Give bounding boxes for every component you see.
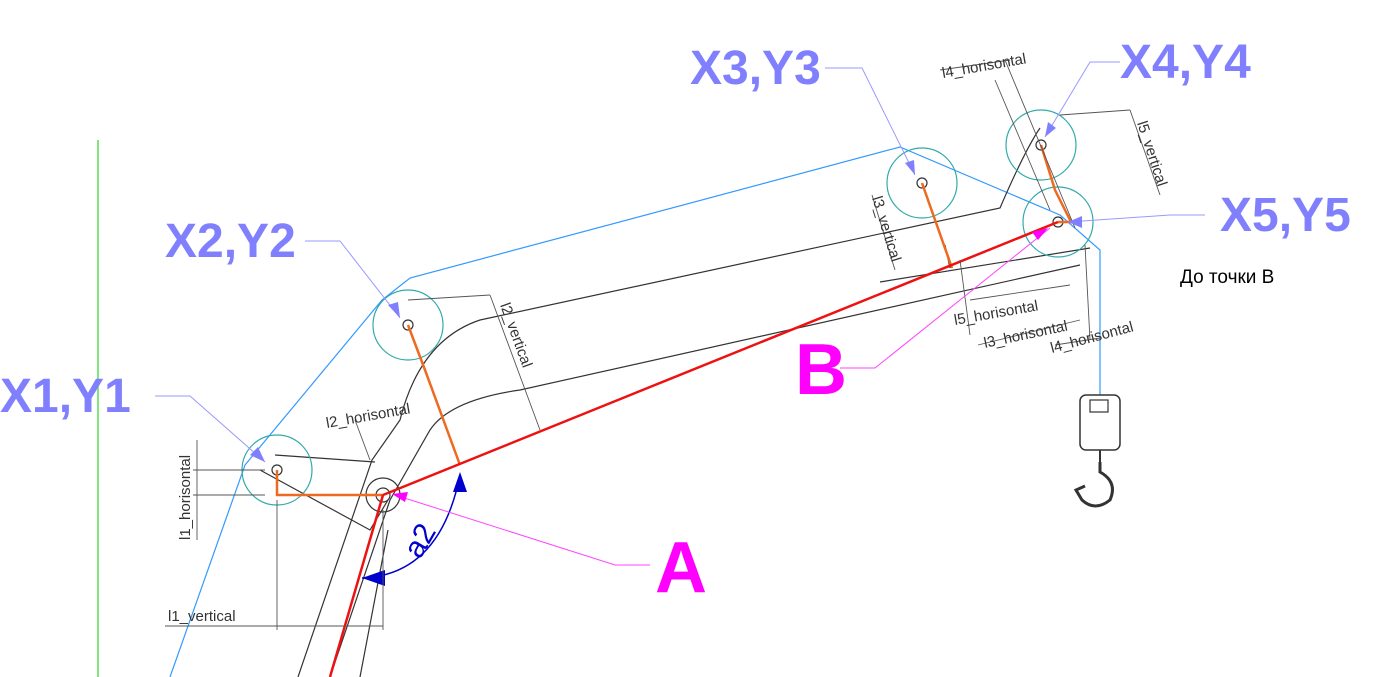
link-lines <box>275 144 1074 497</box>
pulley-3 <box>886 147 958 219</box>
dim-l2-horisontal: l2_horisontal <box>325 400 412 432</box>
point-label-1: X1,Y1 <box>0 370 131 423</box>
marker-leaders <box>394 227 1051 566</box>
marker-a-arrow <box>392 492 408 502</box>
angle-label: a2 <box>397 518 442 563</box>
point-label-3: X3,Y3 <box>690 42 821 95</box>
point-leader-arrows <box>250 122 1082 462</box>
boom-axis-line <box>328 494 385 677</box>
dim-l4-horisontal-top: l4_horisontal <box>941 50 1028 82</box>
point-label-2: X2,Y2 <box>165 215 296 268</box>
pivot-centers <box>271 139 1064 503</box>
point-label-4: X4,Y4 <box>1120 36 1251 89</box>
cable-line <box>169 146 1101 677</box>
note-text: До точки В <box>1180 267 1274 288</box>
point-leaders <box>155 61 1205 463</box>
marker-label-b: B <box>795 330 847 410</box>
angle-arrow-top <box>453 472 467 492</box>
angle-arrow-bottom <box>362 570 385 586</box>
pulley-4 <box>1005 109 1077 181</box>
dim-l2-vertical: l2_vertical <box>496 301 535 370</box>
marker-b-arrow <box>1032 228 1048 240</box>
point-label-5: X5,Y5 <box>1220 189 1351 242</box>
hook-icon <box>1073 394 1121 508</box>
dim-l5-vertical: l5_vertical <box>1133 119 1170 188</box>
dim-l1-horisontal: l1_horisontal <box>177 455 194 540</box>
pulley-2 <box>372 289 444 361</box>
dimension-lines <box>165 59 1161 630</box>
boom-outline <box>259 127 1091 677</box>
dim-l3-vertical: l3_vertical <box>868 194 904 264</box>
line-a-b <box>382 220 1059 497</box>
marker-label-a: A <box>655 528 707 608</box>
dim-l1-vertical: l1_vertical <box>168 608 236 625</box>
